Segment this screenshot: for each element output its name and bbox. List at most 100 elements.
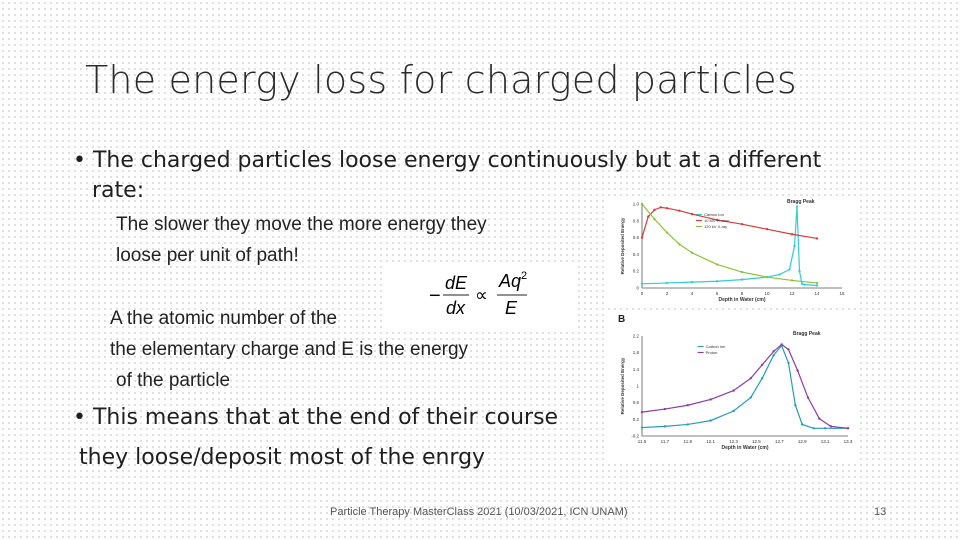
data-point (749, 396, 752, 399)
data-point (815, 237, 819, 240)
data-point (663, 425, 667, 428)
formula-image: − dE dx ∝ Aq 2 E (383, 264, 575, 330)
data-point (823, 427, 827, 430)
bullet-marker: • (73, 148, 86, 173)
data-point (796, 369, 799, 372)
data-point (788, 268, 791, 271)
data-point (678, 243, 681, 246)
sub-text-1-line2: loose per unit of path! (116, 245, 299, 266)
data-point (690, 251, 694, 254)
data-point (640, 202, 644, 206)
x-tick-label: 12.5 (752, 439, 761, 444)
data-point (790, 233, 794, 236)
x-tick-label: 11.9 (684, 439, 693, 444)
sub-text-2-line2: the elementary charge and E is the energ… (110, 339, 469, 360)
y-tick-label: 2.2 (633, 334, 640, 339)
data-point (760, 377, 764, 380)
y-tick-label: 0.8 (633, 218, 640, 223)
data-point (740, 270, 744, 274)
data-point (659, 206, 662, 209)
data-point (640, 426, 644, 429)
chart-b-svg: 11.5 11.7 11.9 12.1 12.3 12.5 12.7 12.9 13.1 13.3… (618, 314, 853, 451)
data-point (829, 425, 833, 428)
data-point (846, 427, 850, 430)
data-point (795, 205, 799, 208)
page-title: The energy loss for charged particles (85, 58, 797, 102)
data-point (815, 284, 819, 287)
data-point (765, 275, 769, 279)
y-tick-label: 0 (636, 286, 639, 291)
data-point (812, 427, 815, 430)
y-tick-label: 0.2 (633, 417, 640, 422)
data-point (806, 396, 810, 399)
data-point (653, 208, 656, 212)
data-point (787, 348, 790, 351)
y-tick-label: 0.6 (633, 400, 640, 405)
y-tick-label: 0.6 (633, 235, 640, 240)
data-point (686, 404, 689, 407)
data-point (740, 222, 744, 226)
y-tick-label: -0.2 (631, 434, 639, 439)
sub-text-2-line3: of the particle (116, 370, 231, 391)
series-line (641, 343, 849, 429)
data-point (790, 279, 794, 282)
x-tick-label: 14 (814, 291, 820, 296)
data-point (760, 363, 764, 367)
x-tick-label: 12 (789, 291, 795, 296)
formula-proportional: ∝ (475, 285, 488, 305)
chart-panel-a: 0 2 4 6 8 10 12 14 16 0 0.2 0.4 0.6 0.8 1.0 Depth in Wa… (606, 196, 858, 304)
legend-label: 10 MV Photon (704, 218, 729, 223)
formula-denominator-dx: dx (446, 298, 466, 318)
x-tick-label: 11.5 (638, 439, 647, 444)
series-line (641, 206, 818, 287)
data-point (740, 278, 744, 281)
y-axis-label: Relative Deposited Energy (620, 217, 625, 274)
x-tick-label: 12.9 (798, 439, 807, 444)
x-axis-label: Depth in Water (cm) (721, 445, 768, 451)
data-point (665, 281, 669, 285)
x-tick-label: 13.3 (844, 439, 853, 444)
x-tick-label: 8 (741, 291, 744, 296)
x-tick-label: 11.7 (661, 439, 670, 444)
x-tick-label: 12.7 (775, 439, 784, 444)
y-tick-label: 0.2 (633, 269, 640, 274)
data-point (772, 350, 775, 353)
formula-numerator-de: dE (445, 273, 468, 293)
data-point (801, 423, 804, 426)
chart-title: Bragg Peak (787, 199, 815, 205)
data-point (640, 282, 644, 285)
x-tick-label: 12.3 (729, 439, 738, 444)
legend-label: 120 kV X-ray (704, 224, 727, 229)
y-tick-label: 1.8 (633, 350, 640, 355)
chart-a-svg: 0 2 4 6 8 10 12 14 16 0 0.2 0.4 0.6 0.8 1.0 Depth in Wa… (620, 199, 845, 303)
bullet-1-line2: rate: (92, 178, 145, 203)
data-point (709, 398, 712, 401)
x-tick-label: 13.1 (821, 439, 830, 444)
data-point (715, 280, 719, 283)
formula-numerator-aq: Aq (498, 271, 521, 291)
sub-text-2-line1: A the atomic number of the (110, 308, 338, 329)
x-tick-label: 16 (839, 291, 845, 296)
data-point (749, 377, 752, 380)
x-axis-label: Depth in Water (cm) (718, 297, 765, 303)
bullet-marker: • (73, 405, 86, 430)
legend-label: Carbon Ion (704, 212, 724, 217)
page-number: 13 (874, 506, 887, 518)
data-point (715, 263, 719, 266)
data-point (732, 409, 735, 413)
bullet-1: • The charged particles loose energy con… (73, 148, 821, 173)
data-point (665, 231, 669, 234)
legend-label: Carbon Ion (706, 344, 726, 349)
y-tick-label: 1.0 (633, 202, 640, 207)
data-point (663, 407, 667, 411)
data-point (640, 236, 644, 239)
data-point (640, 410, 644, 414)
formula-denominator-e: E (505, 298, 518, 318)
data-point (765, 228, 769, 231)
footer-text: Particle Therapy MasterClass 2021 (10/03… (330, 506, 628, 518)
x-tick-label: 12.1 (706, 439, 715, 444)
series-line (641, 203, 818, 284)
data-point (690, 280, 694, 284)
data-point (815, 281, 819, 285)
y-axis-label: Relative Deposited Energy (620, 357, 625, 414)
